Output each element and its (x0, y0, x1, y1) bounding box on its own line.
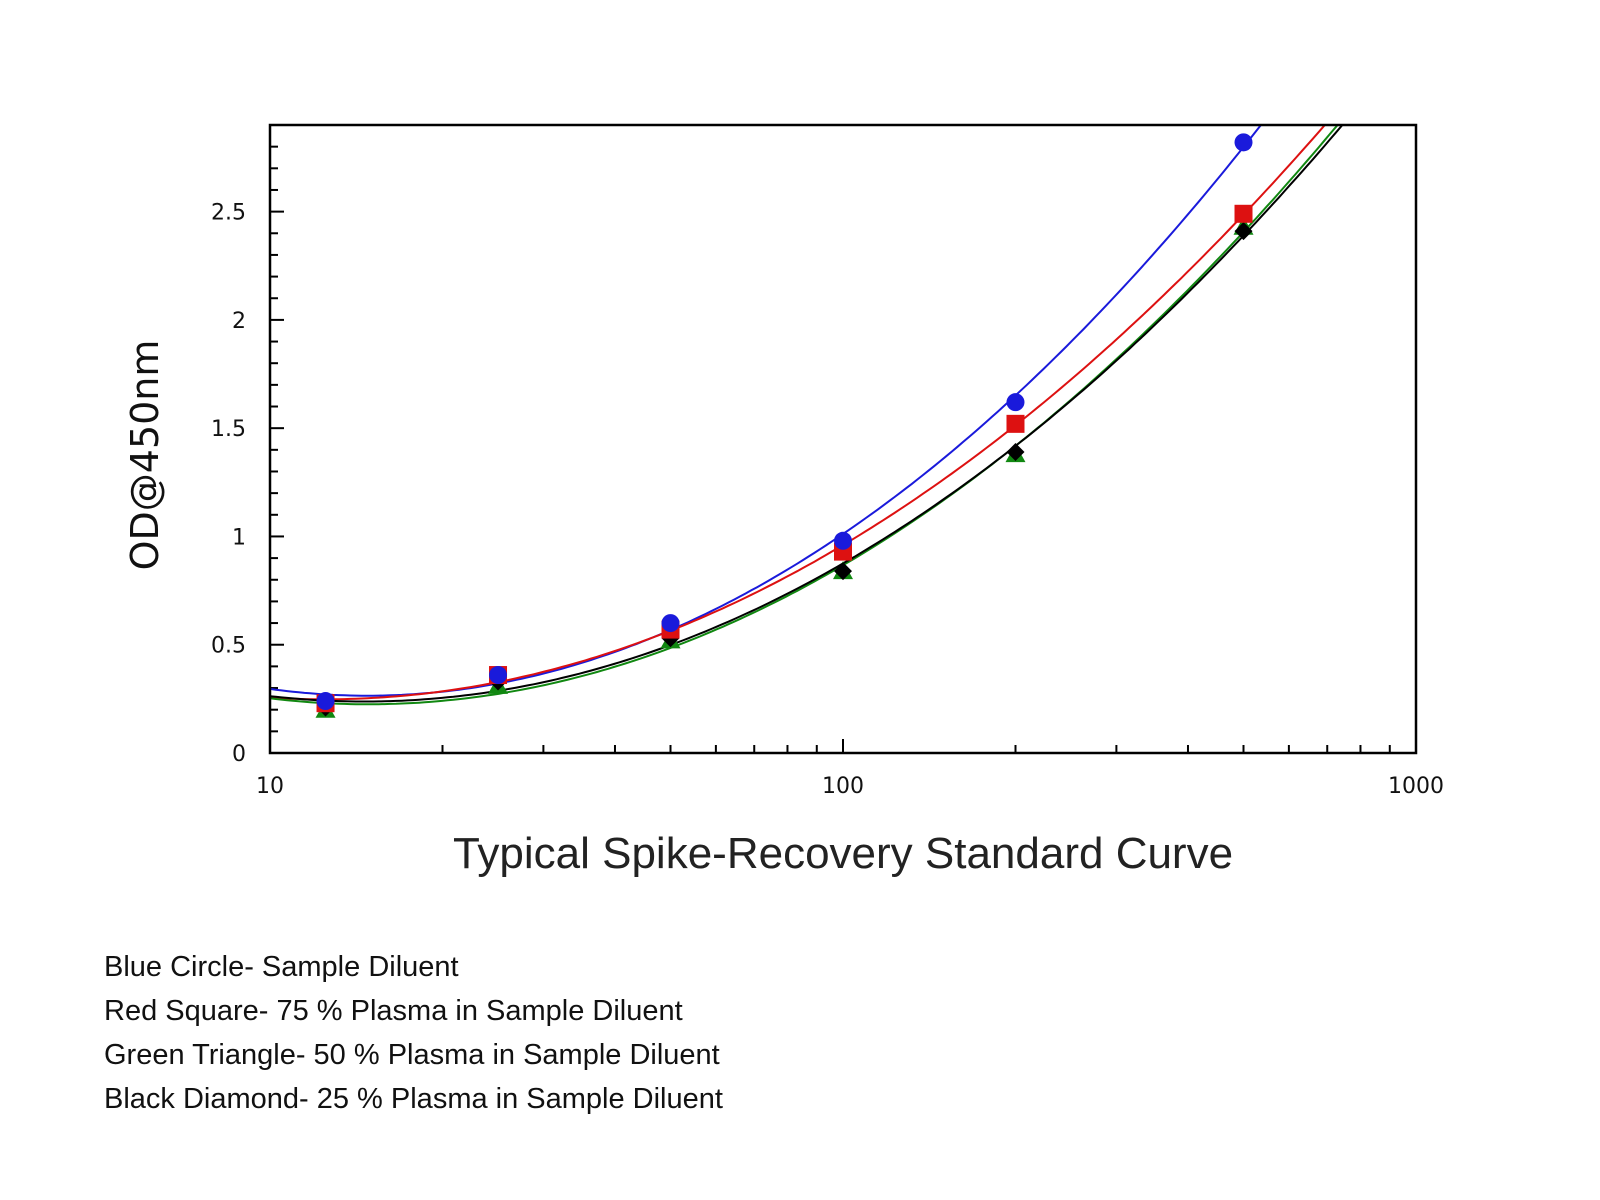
y-tick-label: 2 (232, 309, 246, 334)
data-point-circle (1234, 133, 1253, 152)
legend-entry-red-square: Red Square- 75 % Plasma in Sample Diluen… (104, 995, 683, 1027)
legend-entry-green-triangle: Green Triangle- 50 % Plasma in Sample Di… (104, 1039, 720, 1071)
axes: 10 100 1000 0 0.5 1 1.5 2 2.5 (211, 145, 1444, 799)
data-point-circle (834, 531, 852, 550)
y-tick-label: 0 (232, 742, 246, 767)
chart-title: Typical Spike-Recovery Standard Curve (453, 829, 1233, 878)
y-tick-label: 2.5 (211, 201, 246, 226)
fit-curve-square (270, 125, 1327, 701)
legend-entry-blue-circle: Blue Circle- Sample Diluent (104, 951, 459, 983)
data-point-circle (661, 614, 680, 633)
data-point-diamond (1234, 222, 1253, 241)
data-point-diamond (1006, 442, 1025, 461)
y-tick-label: 0.5 (211, 634, 246, 659)
y-tick-label: 1 (232, 525, 246, 550)
fit-curve-triangle (270, 125, 1339, 706)
x-tick-label: 10 (256, 774, 284, 799)
legend-entry-black-diamond: Black Diamond- 25 % Plasma in Sample Dil… (104, 1083, 723, 1115)
x-tick-label: 1000 (1388, 774, 1444, 799)
y-axis-label: OD@450nm (123, 340, 167, 571)
x-tick-label: 100 (822, 774, 864, 799)
data-point-square (1006, 414, 1025, 433)
data-point-circle (316, 692, 335, 711)
fit-curve-circle (270, 125, 1263, 697)
data-point-diamond (834, 562, 852, 581)
plot-frame (268, 123, 1418, 755)
fit-curves (270, 125, 1344, 706)
data-point-circle (1006, 393, 1025, 412)
data-point-square (1234, 204, 1253, 223)
y-tick-label: 1.5 (211, 417, 246, 442)
legend: Blue Circle- Sample Diluent Red Square- … (104, 945, 723, 1121)
data-point-circle (489, 666, 508, 685)
data-markers (315, 133, 1254, 718)
